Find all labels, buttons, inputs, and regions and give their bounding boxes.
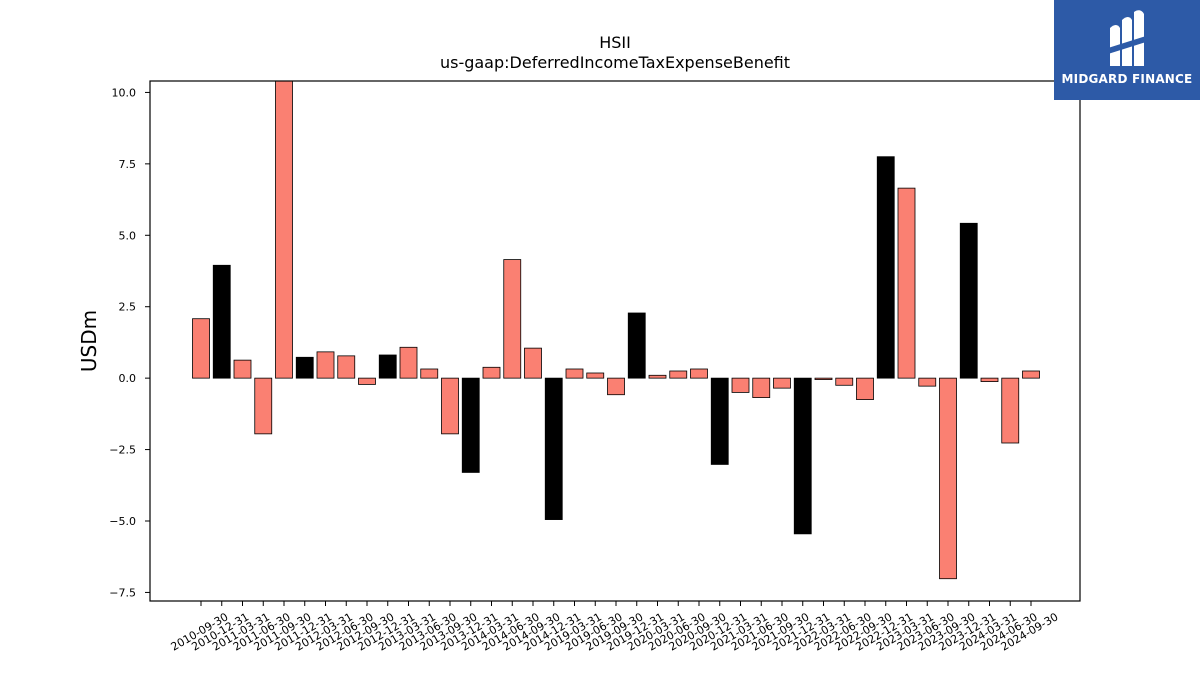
y-tick-label: −7.5	[109, 586, 136, 599]
bar-2013-09-30	[441, 377, 459, 435]
midgard-logo-icon	[1108, 10, 1146, 66]
bar-2019-03-31	[565, 368, 584, 379]
bar-2011-03-31	[233, 359, 252, 379]
bar-2019-12-31	[627, 312, 646, 379]
bar-2024-09-30	[1022, 370, 1040, 379]
y-tick-label: 5.0	[119, 229, 137, 242]
bar-2010-12-31	[212, 264, 231, 379]
bar-2021-09-30	[773, 377, 791, 389]
bar-2022-09-30	[856, 377, 874, 400]
bar-2024-06-30	[1001, 377, 1020, 444]
x-axis-ticks: 2010-09-302010-12-312011-03-312011-06-30…	[169, 601, 1061, 654]
bar-2012-06-30	[337, 355, 356, 379]
brand-name: MIDGARD FINANCE	[1061, 72, 1193, 86]
y-tick-label: 10.0	[112, 86, 137, 99]
brand-logo: MIDGARD FINANCE	[1054, 0, 1200, 100]
bars-group	[192, 80, 1040, 580]
bar-2012-03-31	[316, 351, 335, 379]
y-axis-ticks: −7.5 −5.0 −2.5 0.0 2.5 5.0 7.5 10.0	[109, 86, 150, 599]
bar-2014-03-31	[482, 366, 501, 379]
y-tick-label: −5.0	[109, 515, 136, 528]
bar-2023-03-31	[897, 187, 916, 379]
bar-2023-09-30	[939, 377, 957, 580]
chart-title: HSII	[599, 33, 631, 52]
bar-2011-12-31	[295, 356, 314, 379]
chart-subtitle: us-gaap:DeferredIncomeTaxExpenseBenefit	[440, 53, 790, 72]
bar-2010-09-30	[192, 318, 210, 379]
y-tick-label: −2.5	[109, 444, 136, 457]
bar-2021-06-30	[752, 377, 771, 398]
bar-2022-06-30	[835, 377, 854, 386]
bar-2011-06-30	[254, 377, 273, 435]
bar-2022-12-31	[876, 156, 895, 379]
bar-2021-12-31	[793, 377, 812, 535]
bar-2011-09-30	[275, 80, 293, 379]
bar-2023-06-30	[918, 377, 937, 387]
y-tick-label: 2.5	[119, 301, 137, 314]
bar-2020-03-31	[648, 374, 667, 379]
bar-2013-12-31	[461, 377, 480, 473]
bar-2020-06-30	[669, 370, 688, 379]
bar-2012-12-31	[378, 354, 397, 379]
bar-2013-03-31	[399, 346, 418, 379]
bar-2014-09-30	[524, 347, 542, 379]
bar-2013-06-30	[420, 368, 439, 379]
y-axis-label: USDm	[77, 310, 101, 372]
bar-2022-03-31	[814, 377, 833, 380]
bar-2020-09-30	[690, 368, 708, 379]
bar-2021-03-31	[731, 377, 750, 393]
y-tick-label: 0.0	[119, 372, 137, 385]
bar-2024-03-31	[980, 377, 999, 382]
bar-2020-12-31	[710, 377, 729, 465]
bar-2012-09-30	[358, 377, 376, 385]
bar-2023-12-31	[959, 222, 978, 379]
bar-2014-12-31	[544, 377, 563, 520]
bar-2019-09-30	[607, 377, 625, 396]
plot-frame	[149, 80, 1081, 602]
bar-2019-06-30	[586, 372, 605, 379]
y-tick-label: 7.5	[119, 158, 137, 171]
bar-2014-06-30	[503, 259, 522, 379]
